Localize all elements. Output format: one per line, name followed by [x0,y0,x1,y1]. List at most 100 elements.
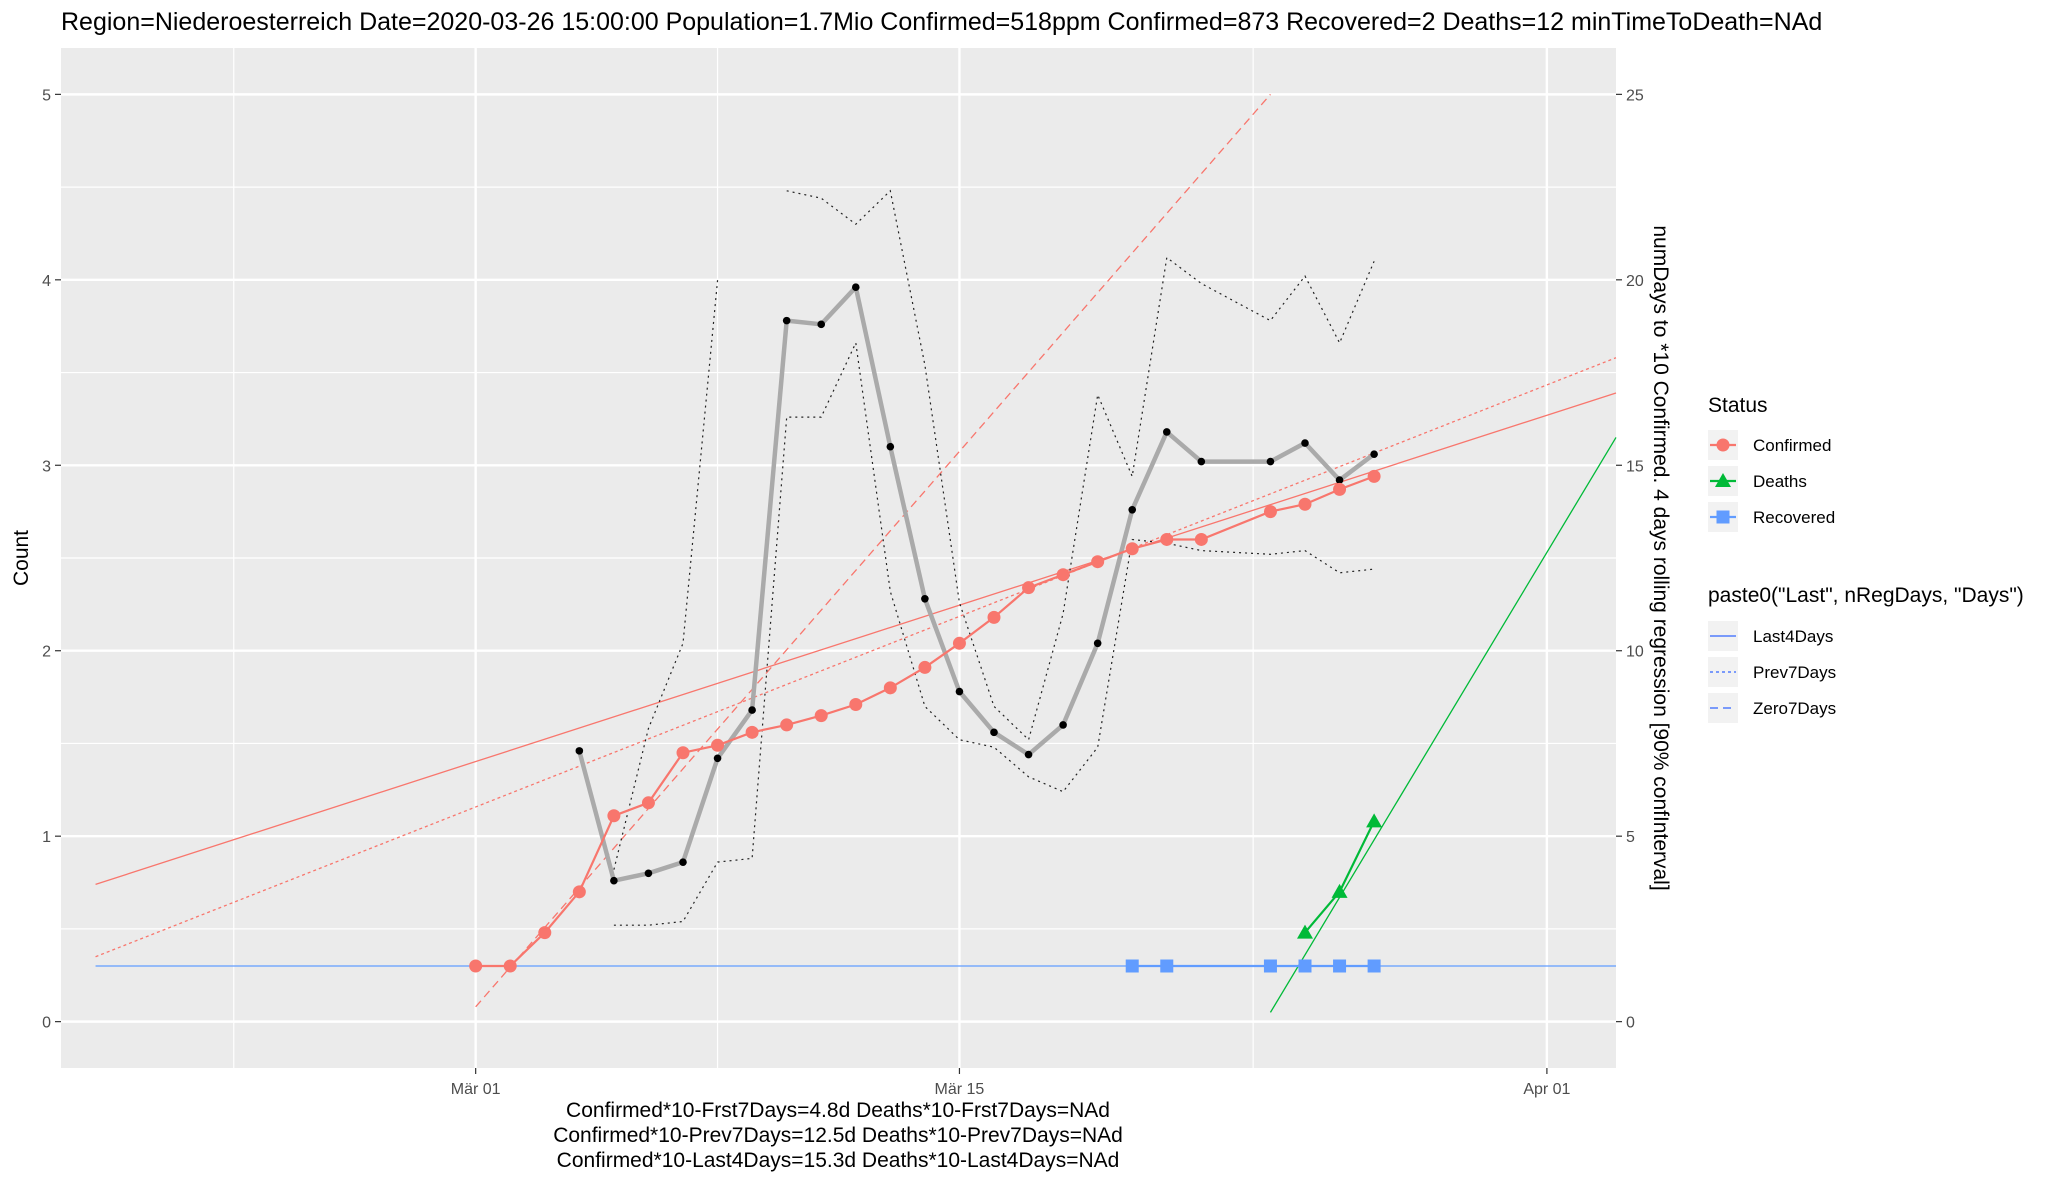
confirmed-point [849,698,863,712]
legend-label-recovered: Recovered [1753,508,1835,527]
x-tick-label: Mär 15 [935,1081,985,1098]
y-axis-title: Count [10,530,33,586]
y-tick-label: 2 [42,644,51,661]
legend-key-marker [1715,473,1731,487]
confirmed-point [1091,555,1105,569]
confirmed-point [1263,505,1277,519]
doubling-days-point [1197,457,1206,466]
doubling-days-point [1162,428,1171,436]
data-series [469,469,1383,973]
legend-label-prev7days: Prev7Days [1753,663,1836,682]
confirmed-point [469,959,483,973]
doubling-days-point [782,316,791,325]
confirmed-point [607,809,621,823]
recovered-point [1125,959,1139,973]
legend-title-regression: paste0("Last", nRegDays, "Days") [1708,584,2024,607]
legend-key-marker [1716,510,1730,524]
doubling-days-point [713,754,722,763]
doubling-days-point [990,728,998,737]
deaths-point [1331,883,1348,898]
chart-title: Region=Niederoesterreich Date=2020-03-26… [61,8,1822,36]
y2-tick-label: 0 [1626,1015,1635,1032]
doubling-days-point [921,595,929,603]
ci-upper-line [613,189,1375,870]
y2-tick-label: 25 [1626,87,1644,104]
doubling-days-point [610,876,618,885]
legend: Status Confirmed Deaths Recovered paste0("La… [1708,394,2024,723]
recovered-point [1333,959,1347,973]
confirmed-point [1333,482,1347,496]
y2-tick-label: 15 [1626,458,1644,475]
doubling-days-point [679,858,687,866]
confirmed-point [1367,469,1381,483]
doubling-days-point [1370,450,1378,458]
confirmed-point [883,681,897,695]
regression-line-last4days [95,392,1617,886]
x-tick-label: Apr 01 [1523,1081,1570,1098]
deaths-point [1297,924,1313,939]
doubling-days-point [1024,750,1033,759]
doubling-days-point [886,442,895,451]
legend-label-deaths: Deaths [1753,472,1807,491]
doubling-days-point [575,747,584,755]
regression-line-prev7days [95,357,1617,958]
legend-label-zero7days: Zero7Days [1753,699,1836,718]
y-tick-label: 5 [42,87,51,104]
y-tick-label: 1 [42,829,51,846]
doubling-days-point [955,687,964,696]
y2-tick-label: 20 [1626,273,1644,290]
confirmed-point [503,959,517,973]
y-tick-label: 3 [42,458,51,475]
doubling-days-point [817,320,826,329]
doubling-days-point [644,869,653,878]
recovered-point [1367,959,1381,973]
y-tick-label: 0 [42,1015,51,1032]
recovered-point [1263,959,1277,973]
confirmed-point [952,636,966,650]
confirmed-point [711,738,725,752]
confirmed-point [1125,542,1139,556]
confirmed-point [538,926,552,940]
captions: Confirmed*10-Frst7Days=4.8d Deaths*10-Fr… [553,1099,1123,1172]
confirmed-point [1160,532,1174,546]
confirmed-point [572,885,586,899]
doubling-days-point [1128,505,1137,514]
confirmed-point [676,746,690,760]
y2-axis-title: numDays to *10 Confirmed. 4 days rolling… [1649,225,1672,890]
legend-label-confirmed: Confirmed [1753,436,1831,455]
confirmed-point [745,725,759,739]
doubling-days-point [1301,439,1309,447]
recovered-point [1298,959,1312,973]
confirmed-point [780,718,794,732]
doubling-days-point [1093,639,1102,648]
caption-line: Confirmed*10-Last4Days=15.3d Deaths*10-L… [557,1149,1120,1172]
confirmed-point [1056,568,1070,582]
deaths-point [1366,813,1383,828]
confirmed-point [814,709,828,723]
doubling-days-point [851,283,860,292]
doubling-days-point [748,706,756,714]
minor-grid [61,48,1616,1068]
confirmed-point [1298,497,1312,511]
legend-key-marker [1716,438,1730,452]
confirmed-point [987,610,1001,624]
y2-tick-label: 5 [1626,829,1635,846]
y-tick-label: 4 [42,273,51,290]
regression-line-last4days [1269,437,1617,1013]
major-grid [61,48,1616,1068]
confirmed-point [1022,581,1036,595]
doubling-days-point [1059,721,1067,729]
caption-line: Confirmed*10-Prev7Days=12.5d Deaths*10-P… [553,1124,1123,1147]
y2-tick-label: 10 [1626,644,1644,661]
doubling-days-series [575,283,1378,885]
doubling-days-point [1335,476,1344,484]
caption-line: Confirmed*10-Frst7Days=4.8d Deaths*10-Fr… [566,1099,1110,1122]
legend-title-status: Status [1708,394,1768,417]
doubling-days-point [1266,457,1275,466]
x-tick-label: Mär 01 [451,1081,501,1098]
confirmed-point [641,796,655,810]
confirmed-point [1194,532,1208,546]
axes: 0 1 2 3 4 5 0 5 10 15 20 25 Mär 01 Mär 15 Apr 01 [42,87,1644,1098]
confidence-interval-lines [613,189,1375,926]
